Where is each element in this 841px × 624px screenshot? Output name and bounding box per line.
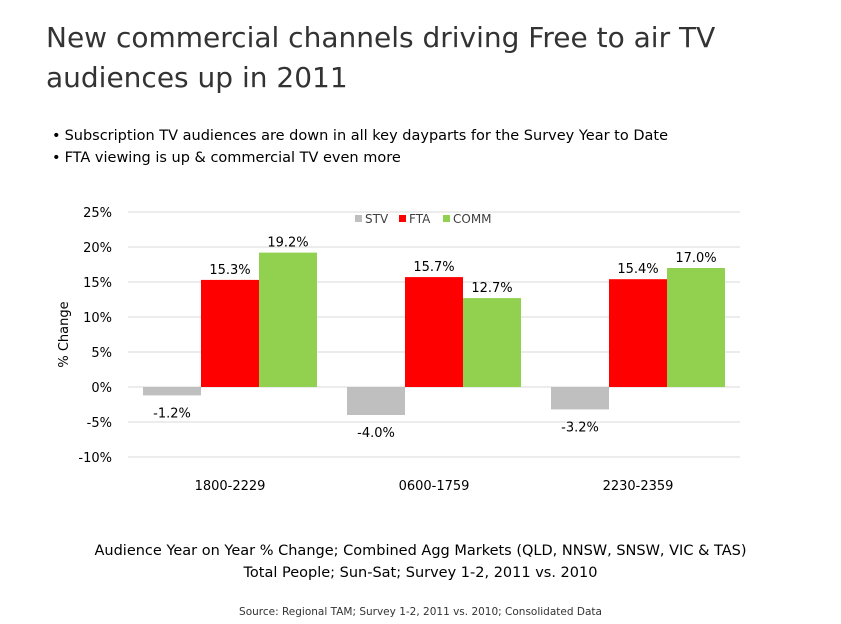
data-label: 12.7% — [471, 281, 512, 296]
legend-label-stv: STV — [365, 212, 389, 226]
bar-fta — [201, 279, 259, 387]
y-tick-label: 10% — [83, 311, 112, 326]
y-tick-label: 15% — [83, 276, 112, 291]
legend-swatch-fta — [399, 215, 406, 222]
bullet-item: Subscription TV audiences are down in al… — [52, 125, 668, 147]
y-tick-label: 25% — [83, 206, 112, 221]
y-tick-label: -5% — [87, 416, 112, 431]
title-line-1: New commercial channels driving Free to … — [46, 21, 716, 54]
data-label: -4.0% — [357, 426, 395, 441]
bar-comm — [667, 268, 725, 387]
data-label: 17.0% — [675, 251, 716, 266]
legend-swatch-stv — [355, 215, 362, 222]
legend-label-comm: COMM — [453, 212, 492, 226]
data-label: 15.3% — [209, 263, 250, 278]
bullet-item: FTA viewing is up & commercial TV even m… — [52, 147, 668, 169]
slide-title: New commercial channels driving Free to … — [46, 18, 806, 98]
y-tick-label: 5% — [91, 346, 112, 361]
chart-caption-line-1: Audience Year on Year % Change; Combined… — [94, 543, 747, 559]
y-tick-label: 20% — [83, 241, 112, 256]
x-tick-label: 2230-2359 — [603, 479, 674, 494]
y-axis-label: % Change — [57, 301, 72, 367]
data-label: 15.4% — [617, 262, 658, 277]
data-label: -3.2% — [561, 420, 599, 435]
bar-stv — [347, 387, 405, 415]
y-tick-label: -10% — [78, 451, 112, 466]
bar-fta — [405, 277, 463, 387]
legend-swatch-comm — [443, 215, 450, 222]
x-tick-label: 0600-1759 — [399, 479, 470, 494]
bar-stv — [143, 387, 201, 396]
x-tick-label: 1800-2229 — [195, 479, 266, 494]
chart-caption-line-2: Total People; Sun-Sat; Survey 1-2, 2011 … — [243, 565, 598, 581]
data-label: 15.7% — [413, 260, 454, 275]
data-label: -1.2% — [153, 406, 191, 421]
y-tick-label: 0% — [91, 381, 112, 396]
bar-chart: 25% 20% 15% 10% 5% 0% -5% -10% % Change -1.2% 15.3… — [57, 206, 740, 494]
legend-label-fta: FTA — [409, 212, 431, 226]
bar-fta — [609, 279, 667, 387]
bar-comm — [463, 298, 521, 387]
data-label: 19.2% — [267, 236, 308, 251]
source-note: Source: Regional TAM; Survey 1-2, 2011 v… — [239, 606, 602, 618]
bar-comm — [259, 252, 317, 387]
bullet-list: Subscription TV audiences are down in al… — [52, 125, 668, 169]
bar-stv — [551, 387, 609, 410]
title-line-2: audiences up in 2011 — [46, 61, 348, 94]
